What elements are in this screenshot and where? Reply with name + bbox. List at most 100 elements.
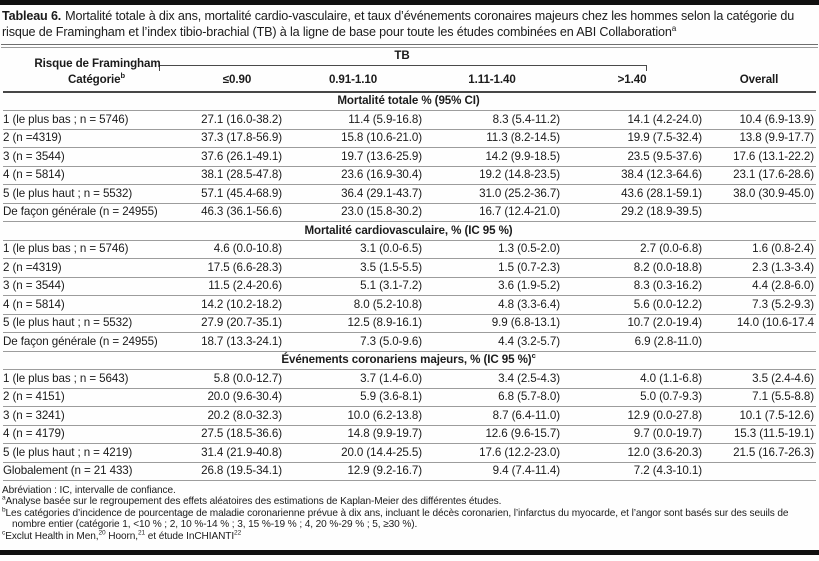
footnote-abbreviation: Abréviation : IC, intervalle de confianc… [2,484,176,496]
value-cell: 5.8 (0.0-12.7) [213,371,282,385]
tb-group-header: TB [394,49,410,62]
title-divider [1,44,818,48]
value-cell: 8.3 (0.3-16.2) [633,279,702,292]
value-cell: 15.3 (11.5-19.1) [733,427,814,440]
value-cell: 17.6 (12.2-23.0) [479,445,560,459]
value-cell: 9.4 (7.4-11.4) [492,464,560,477]
row-label: 2 (n = 4151) [3,390,65,403]
value-cell: 27.5 (18.5-36.6) [201,427,282,440]
table-row: 5 (le plus haut ; n = 4219) 31.4 (21.9-4… [3,444,816,462]
value-cell: 12.9 (9.2-16.7) [347,464,422,477]
stub-header-line1: Risque de Framingham [34,57,161,70]
value-cell: 10.4 (6.9-13.9) [739,112,814,126]
value-cell: 16.7 (12.4-21.0) [479,205,560,218]
value-cell: 38.1 (28.5-47.8) [201,168,282,181]
value-cell: 23.0 (15.8-30.2) [341,205,422,218]
footnote-a: aAnalyse basée sur le regroupement des e… [2,494,502,507]
column-header-abi-normal: 0.91-1.10 [328,72,378,86]
value-cell: 8.7 (6.4-11.0) [492,408,560,422]
value-cell: 4.8 (3.3-6.4) [498,297,560,311]
value-cell: 19.7 (13.6-25.9) [341,149,422,163]
row-label: 5 (le plus haut ; n = 5532) [3,186,133,200]
value-cell: 37.6 (26.1-49.1) [201,149,282,163]
value-cell: 12.5 (8.9-16.1) [347,316,422,329]
value-cell: 4.6 (0.0-10.8) [213,242,282,255]
title-footnote-marker: a [671,23,677,33]
section-header-row: Événements coronariens majeurs, % (IC 95… [3,351,816,370]
row-label: 3 (n = 3544) [3,279,65,292]
value-cell: 6.8 (5.7-8.0) [498,390,560,403]
bottom-rule [0,550,819,555]
value-cell: 2.7 (0.0-6.8) [640,242,702,255]
section-header-row: Mortalité totale % (95% CI) [3,92,816,111]
table-row: 3 (n = 3241) 20.2 (8.0-32.3) 10.0 (6.2-1… [3,407,816,425]
table-row: 4 (n = 4179) 27.5 (18.5-36.6) 14.8 (9.9-… [3,425,816,444]
value-cell: 27.9 (20.7-35.1) [201,316,282,329]
value-cell: 20.0 (9.6-30.4) [207,390,282,403]
tb-span-cell: TB [159,49,704,71]
row-label: Globalement (n = 21 433) [3,464,133,477]
value-cell: 46.3 (36.1-56.6) [201,205,282,218]
value-cell [704,462,816,481]
value-cell: 57.1 (45.4-68.9) [201,186,282,200]
value-cell: 8.2 (0.0-18.8) [633,260,702,274]
stub-header-label: Catégorie [67,73,121,86]
value-cell: 3.6 (1.9-5.2) [498,279,560,292]
section-header: Événements coronariens majeurs, % (IC 95… [281,351,536,366]
value-cell: 6.9 (2.8-11.0) [634,334,702,348]
table-row: 4 (n = 5814) 38.1 (28.5-47.8) 23.6 (16.9… [3,166,816,185]
row-label: De façon générale (n = 24955) [3,334,158,348]
reference-20: 20 [98,529,106,537]
value-cell: 10.1 (7.5-12.6) [739,408,814,422]
value-cell: 5.1 (3.1-7.2) [360,279,422,292]
section-header: Mortalité totale % (95% CI) [337,94,480,107]
value-cell: 10.7 (2.0-19.4) [627,316,702,329]
value-cell: 7.2 (4.3-10.1) [633,464,702,477]
footnote-c-marker: c [2,529,6,537]
table-row: 5 (le plus haut ; n = 5532) 27.9 (20.7-3… [3,314,816,333]
value-cell [704,333,816,352]
top-rule [0,0,819,5]
value-cell: 27.1 (16.0-38.2) [201,112,282,126]
value-cell: 15.8 (10.6-21.0) [341,131,422,144]
value-cell: 5.6 (0.0-12.2) [633,297,702,311]
value-cell: 3.7 (1.4-6.0) [360,371,422,385]
value-cell: 18.7 (13.3-24.1) [201,334,282,348]
value-cell: 19.2 (14.8-23.5) [479,168,560,181]
row-label: 4 (n = 4179) [3,427,65,440]
value-cell: 31.0 (25.2-36.7) [479,186,560,200]
table-row: 1 (le plus bas ; n = 5746) 27.1 (16.0-38… [3,111,816,129]
table-row: Globalement (n = 21 433) 26.8 (19.5-34.1… [3,462,816,481]
table-row: 4 (n = 5814) 14.2 (10.2-18.2) 8.0 (5.2-1… [3,296,816,314]
row-label: 4 (n = 5814) [3,297,65,311]
row-label: 1 (le plus bas ; n = 5643) [3,371,129,385]
footnotes: Abréviation : IC, intervalle de confianc… [2,485,816,543]
value-cell: 5.0 (0.7-9.3) [640,390,702,403]
value-cell: 23.1 (17.6-28.6) [733,168,814,181]
value-cell: 31.4 (21.9-40.8) [201,445,282,459]
value-cell: 17.6 (13.1-22.2) [733,149,814,163]
reference-21: 21 [137,529,146,537]
value-cell: 20.2 (8.0-32.3) [207,408,282,422]
section-header: Mortalité cardiovasculaire, % (IC 95 %) [304,223,513,237]
column-header-abi-low: ≤0.90 [222,72,252,86]
value-cell: 4.4 (3.2-5.7) [498,334,560,348]
value-cell: 14.1 (4.2-24.0) [627,112,702,126]
table-row: De façon générale (n = 24955) 46.3 (36.1… [3,203,816,222]
value-cell: 7.1 (5.5-8.8) [752,390,814,403]
value-cell: 1.6 (0.8-2.4) [752,242,814,255]
row-label: 3 (n = 3241) [3,408,65,422]
value-cell: 37.3 (17.8-56.9) [201,131,282,144]
value-cell: 29.2 (18.9-39.5) [621,205,702,218]
footnote-a-marker: a [2,494,6,502]
footnote-b-marker: b [2,506,6,514]
value-cell: 43.6 (28.1-59.1) [621,186,702,200]
table-title: Tableau 6. Mortalité totale à dix ans, mo… [0,5,819,43]
value-cell: 23.6 (16.9-30.4) [341,168,422,181]
reference-22: 22 [234,529,242,537]
value-cell: 3.1 (0.0-6.5) [360,242,422,255]
value-cell: 5.9 (3.6-8.1) [360,390,422,403]
value-cell: 14.2 (10.2-18.2) [201,297,282,311]
value-cell: 3.5 (2.4-4.6) [752,371,814,385]
